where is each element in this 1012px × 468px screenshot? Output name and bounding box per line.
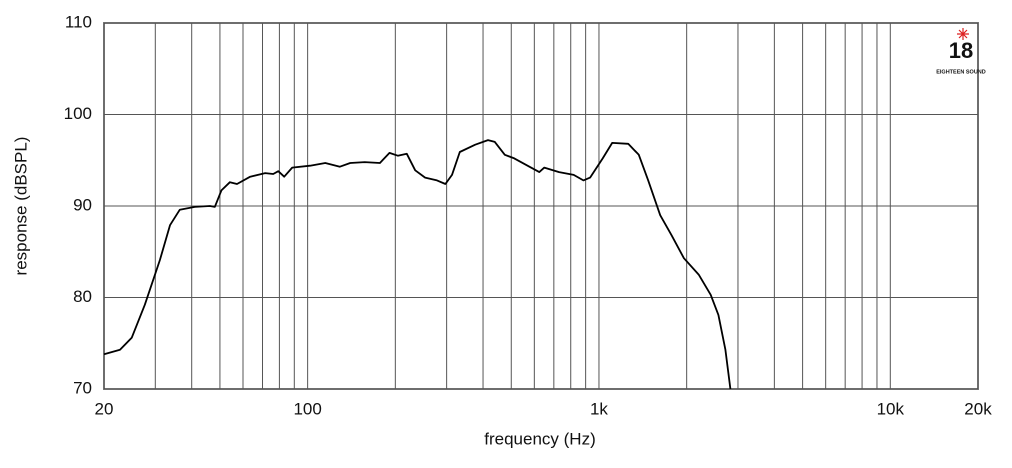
x-tick-label: 20 — [95, 399, 114, 418]
logo-star — [957, 28, 969, 40]
x-axis-label: frequency (Hz) — [484, 429, 595, 448]
y-tick-label: 70 — [73, 378, 92, 397]
x-tick-label: 1k — [590, 399, 608, 418]
y-tick-label: 100 — [64, 104, 92, 123]
y-axis-label: response (dBSPL) — [11, 137, 30, 276]
x-tick-label: 100 — [293, 399, 321, 418]
y-tick-label: 80 — [73, 287, 92, 306]
response-line — [103, 139, 732, 390]
logo-mark: 18 — [949, 38, 973, 63]
y-tick-label: 110 — [65, 12, 92, 31]
logo-text: EIGHTEEN SOUND — [936, 69, 986, 75]
y-tick-label: 90 — [73, 195, 92, 214]
x-tick-label: 10k — [877, 399, 905, 418]
x-tick-label: 20k — [964, 399, 992, 418]
logo: 18 EIGHTEEN SOUND — [936, 28, 986, 75]
